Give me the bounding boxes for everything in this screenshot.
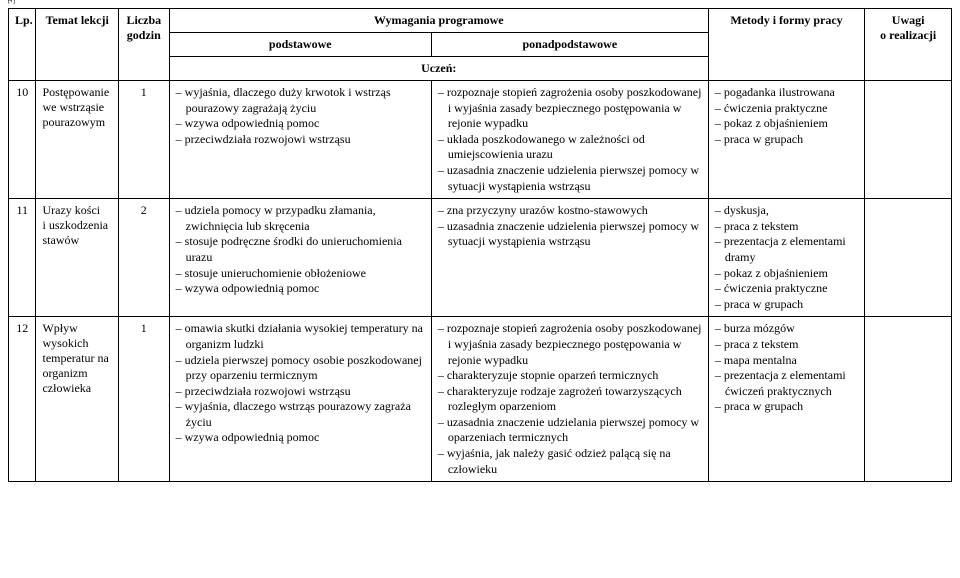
list-item: mapa mentalna [715, 353, 858, 369]
header-lp: Lp. [9, 9, 36, 81]
list-item: omawia skutki działania wysokiej tempera… [176, 321, 425, 352]
table-body: 10 Postępowanie we wstrząsie pourazowym … [9, 81, 952, 482]
list-item: wzywa odpowiednią pomoc [176, 116, 425, 132]
list-item: charakteryzuje stopnie oparzeń termiczny… [438, 368, 702, 384]
cell-liczba: 1 [118, 81, 169, 199]
cell-podstawowe: wyjaśnia, dlaczego duży krwotok i wstrzą… [169, 81, 431, 199]
header-uczen: Uczeń: [169, 57, 708, 81]
list-item: wyjaśnia, dlaczego duży krwotok i wstrzą… [176, 85, 425, 116]
cell-temat: Wpływ wysokich temperatur na organizm cz… [36, 317, 118, 482]
list-item: udziela pierwszej pomocy osobie poszkodo… [176, 353, 425, 384]
header-metody: Metody i formy pracy [708, 9, 864, 81]
list-item: prezentacja z elementami ćwiczeń praktyc… [715, 368, 858, 399]
list-item: przeciwdziała rozwojowi wstrząsu [176, 132, 425, 148]
list-item: uzasadnia znaczenie udzielania pierwszej… [438, 415, 702, 446]
cell-lp: 11 [9, 199, 36, 317]
list-item: ćwiczenia praktyczne [715, 281, 858, 297]
cell-temat: Urazy kości i uszkodzenia stawów [36, 199, 118, 317]
cell-metody: pogadanka ilustrowanaćwiczenia praktyczn… [708, 81, 864, 199]
cell-metody: dyskusja,praca z tekstemprezentacja z el… [708, 199, 864, 317]
list-item: praca z tekstem [715, 219, 858, 235]
list-item: uzasadnia znaczenie udzielenia pierwszej… [438, 219, 702, 250]
list-item: praca w grupach [715, 132, 858, 148]
list-item: prezentacja z elementami dramy [715, 234, 858, 265]
header-uwagi: Uwagi o realizacji [865, 9, 952, 81]
header-podstawowe: podstawowe [169, 33, 431, 57]
table-row: 10 Postępowanie we wstrząsie pourazowym … [9, 81, 952, 199]
header-wymagania: Wymagania programowe [169, 9, 708, 33]
cell-uwagi [865, 317, 952, 482]
cell-podstawowe: omawia skutki działania wysokiej tempera… [169, 317, 431, 482]
list-item: praca z tekstem [715, 337, 858, 353]
header-liczba: Liczba godzin [118, 9, 169, 81]
cell-liczba: 1 [118, 317, 169, 482]
page-number: 34 [6, 0, 18, 4]
list-item: stosuje unieruchomienie obłożeniowe [176, 266, 425, 282]
list-item: wzywa odpowiednią pomoc [176, 430, 425, 446]
cell-temat: Postępowanie we wstrząsie pourazowym [36, 81, 118, 199]
table-row: 11 Urazy kości i uszkodzenia stawów 2 ud… [9, 199, 952, 317]
list-item: dyskusja, [715, 203, 858, 219]
list-item: wzywa odpowiednią pomoc [176, 281, 425, 297]
table-row: 12 Wpływ wysokich temperatur na organizm… [9, 317, 952, 482]
list-item: burza mózgów [715, 321, 858, 337]
cell-liczba: 2 [118, 199, 169, 317]
list-item: wyjaśnia, jak należy gasić odzież palącą… [438, 446, 702, 477]
list-item: charakteryzuje rodzaje zagrożeń towarzys… [438, 384, 702, 415]
cell-lp: 10 [9, 81, 36, 199]
list-item: pokaz z objaśnieniem [715, 266, 858, 282]
curriculum-table: Lp. Temat lekcji Liczba godzin Wymagania… [8, 8, 952, 482]
list-item: pogadanka ilustrowana [715, 85, 858, 101]
cell-podstawowe: udziela pomocy w przypadku złamania, zwi… [169, 199, 431, 317]
list-item: przeciwdziała rozwojowi wstrząsu [176, 384, 425, 400]
list-item: udziela pomocy w przypadku złamania, zwi… [176, 203, 425, 234]
cell-uwagi [865, 81, 952, 199]
cell-uwagi [865, 199, 952, 317]
list-item: wyjaśnia, dlaczego wstrząs pourazowy zag… [176, 399, 425, 430]
cell-metody: burza mózgówpraca z tekstemmapa mentalna… [708, 317, 864, 482]
list-item: rozpoznaje stopień zagrożenia osoby posz… [438, 321, 702, 368]
cell-ponad: rozpoznaje stopień zagrożenia osoby posz… [431, 81, 708, 199]
list-item: pokaz z objaśnieniem [715, 116, 858, 132]
header-temat: Temat lekcji [36, 9, 118, 81]
list-item: stosuje podręczne środki do unieruchomie… [176, 234, 425, 265]
list-item: układa poszkodowanego w zależności od um… [438, 132, 702, 163]
list-item: praca w grupach [715, 297, 858, 313]
list-item: ćwiczenia praktyczne [715, 101, 858, 117]
cell-ponad: rozpoznaje stopień zagrożenia osoby posz… [431, 317, 708, 482]
list-item: praca w grupach [715, 399, 858, 415]
list-item: zna przyczyny urazów kostno-stawowych [438, 203, 702, 219]
list-item: uzasadnia znaczenie udzielenia pierwszej… [438, 163, 702, 194]
list-item: rozpoznaje stopień zagrożenia osoby posz… [438, 85, 702, 132]
header-ponad: ponadpodstawowe [431, 33, 708, 57]
cell-ponad: zna przyczyny urazów kostno-stawowychuza… [431, 199, 708, 317]
cell-lp: 12 [9, 317, 36, 482]
